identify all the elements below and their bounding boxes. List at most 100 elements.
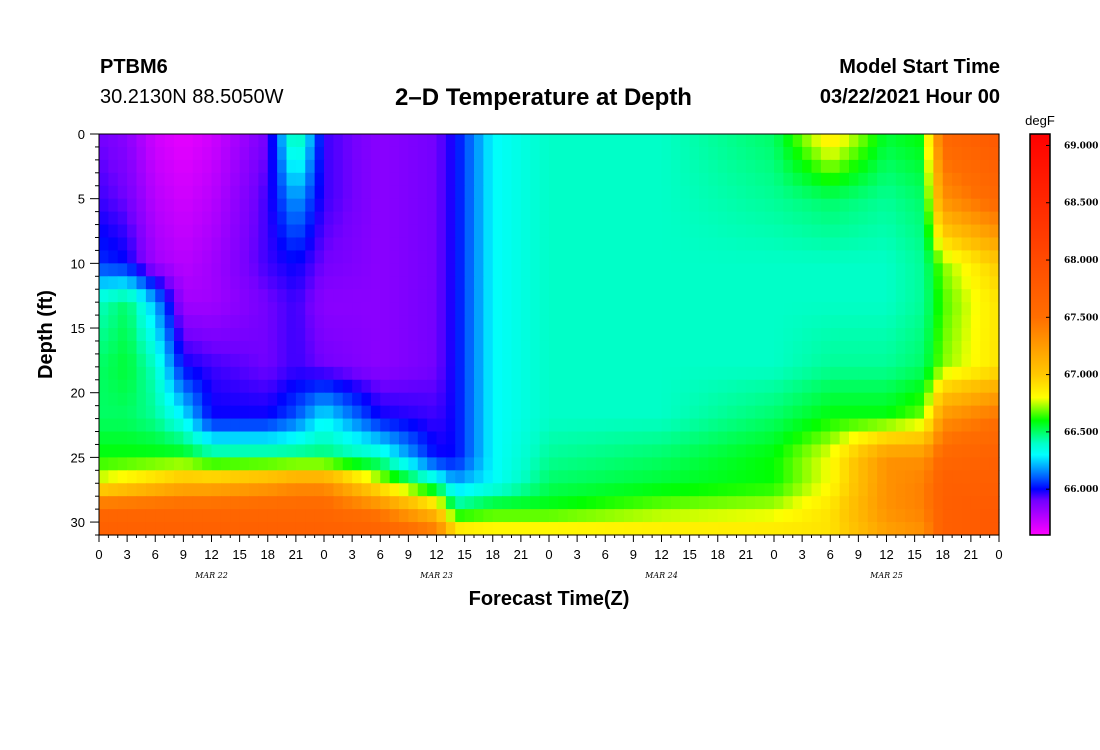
heatmap-cell: [624, 134, 634, 148]
heatmap-cell: [136, 302, 147, 316]
heatmap-cell: [895, 146, 906, 161]
heatmap-cell: [108, 444, 119, 458]
heatmap-cell: [305, 185, 316, 200]
heatmap-cell: [727, 405, 738, 420]
heatmap-cell: [849, 457, 859, 471]
heatmap-cell: [605, 405, 616, 420]
heatmap-cell: [783, 353, 794, 368]
heatmap-cell: [558, 431, 569, 446]
heatmap-cell: [942, 250, 953, 264]
heatmap-cell: [136, 276, 147, 290]
heatmap-cell: [905, 340, 916, 355]
heatmap-cell: [783, 250, 794, 264]
heatmap-cell: [802, 379, 813, 394]
heatmap-cell: [970, 172, 981, 187]
heatmap-cell: [183, 328, 194, 342]
heatmap-cell: [258, 340, 269, 355]
heatmap-cell: [399, 366, 409, 381]
heatmap-cell: [670, 134, 681, 148]
heatmap-cell: [839, 146, 850, 161]
heatmap-cell: [520, 302, 531, 316]
heatmap-cell: [764, 392, 775, 407]
heatmap-cell: [108, 263, 119, 277]
heatmap-cell: [399, 289, 409, 303]
heatmap-cell: [192, 237, 203, 252]
heatmap-cell: [783, 237, 794, 252]
heatmap-cell: [708, 263, 719, 277]
heatmap-cell: [267, 353, 278, 368]
heatmap-cell: [108, 198, 119, 213]
heatmap-cell: [361, 263, 372, 277]
heatmap-cell: [699, 146, 709, 161]
heatmap-cell: [408, 379, 419, 394]
heatmap-cell: [249, 172, 259, 187]
heatmap-cell: [661, 159, 672, 174]
heatmap-cell: [192, 172, 203, 187]
heatmap-cell: [727, 366, 738, 381]
heatmap-cell: [145, 276, 156, 290]
heatmap-cell: [136, 431, 147, 446]
heatmap-cell: [520, 159, 531, 174]
heatmap-cell: [858, 470, 869, 484]
heatmap-cell: [867, 289, 878, 303]
heatmap-cell: [961, 172, 972, 187]
heatmap-cell: [933, 159, 944, 174]
heatmap-cell: [745, 366, 756, 381]
heatmap-cell: [380, 198, 391, 213]
heatmap-cell: [445, 198, 456, 213]
heatmap-cell: [408, 496, 419, 510]
heatmap-cell: [455, 302, 466, 316]
heatmap-cell: [567, 315, 578, 329]
heatmap-cell: [727, 444, 738, 458]
heatmap-cell: [399, 405, 409, 420]
heatmap-cell: [530, 444, 541, 458]
heatmap-cell: [661, 418, 672, 433]
heatmap-cell: [792, 302, 803, 316]
heatmap-cell: [595, 405, 606, 420]
heatmap-cell: [970, 522, 981, 536]
heatmap-cell: [380, 457, 391, 471]
heatmap-cell: [267, 496, 278, 510]
heatmap-cell: [970, 431, 981, 446]
heatmap-cell: [670, 340, 681, 355]
heatmap-cell: [342, 444, 353, 458]
heatmap-cell: [727, 250, 738, 264]
heatmap-cell: [558, 250, 569, 264]
heatmap-cell: [877, 211, 888, 226]
heatmap-cell: [905, 276, 916, 290]
heatmap-cell: [792, 159, 803, 174]
heatmap-cell: [530, 198, 541, 213]
heatmap-cell: [839, 224, 850, 239]
heatmap-cell: [483, 470, 494, 484]
heatmap-cell: [727, 276, 738, 290]
heatmap-cell: [464, 289, 475, 303]
heatmap-cell: [849, 353, 859, 368]
heatmap-cell: [689, 146, 700, 161]
heatmap-cell: [483, 379, 494, 394]
heatmap-cell: [305, 134, 316, 148]
heatmap-cell: [839, 444, 850, 458]
heatmap-cell: [408, 405, 419, 420]
heatmap-cell: [417, 522, 428, 536]
heatmap-cell: [408, 457, 419, 471]
heatmap-cell: [511, 159, 522, 174]
heatmap-cell: [474, 340, 484, 355]
heatmap-cell: [117, 315, 128, 329]
heatmap-cell: [774, 185, 784, 200]
heatmap-cell: [858, 198, 869, 213]
x-tick-label: 3: [124, 547, 131, 562]
heatmap-cell: [427, 509, 438, 523]
heatmap-cell: [108, 353, 119, 368]
heatmap-cell: [802, 250, 813, 264]
heatmap-cell: [530, 483, 541, 497]
heatmap-cell: [361, 444, 372, 458]
heatmap-cell: [558, 328, 569, 342]
heatmap-cell: [989, 211, 1000, 226]
heatmap-cell: [267, 315, 278, 329]
heatmap-cell: [361, 483, 372, 497]
heatmap-cell: [174, 263, 184, 277]
heatmap-cell: [174, 289, 184, 303]
heatmap-cell: [586, 392, 597, 407]
heatmap-cell: [333, 224, 344, 239]
heatmap-cell: [642, 159, 653, 174]
